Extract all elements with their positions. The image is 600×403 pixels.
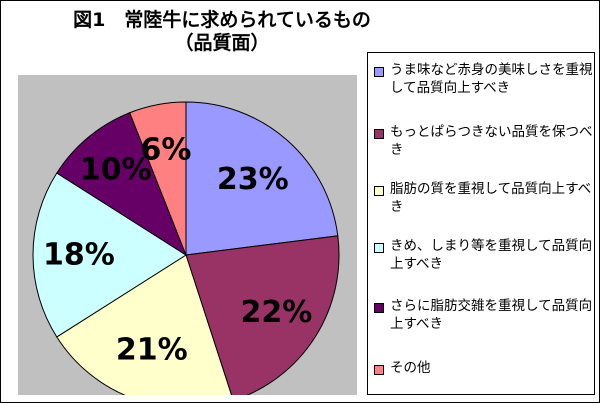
slice-label-1: 22% — [241, 295, 313, 330]
slice-label-4: 10% — [80, 153, 152, 188]
pie-slice-3 — [32, 172, 187, 338]
legend-swatch-akami — [374, 67, 384, 77]
pie-slice-2 — [56, 254, 233, 395]
legend-label-fat-quality: 脂肪の質を重視して品質向上すべき — [390, 181, 592, 215]
legend-swatch-marbling — [374, 303, 384, 313]
chart-title-line1: 図1 常陸牛に求められているもの — [73, 9, 371, 31]
legend: うま味など赤身の美味しさを重視して品質向上すべき もっとぱらつきない品質を保つべ… — [367, 52, 595, 395]
plot-area: 23% 22% 21% 18% 10% 6% — [18, 75, 357, 395]
legend-label-stable-quality: もっとぱらつきない品質を保つべき — [390, 124, 593, 158]
slice-label-5: 6% — [140, 132, 191, 167]
legend-label-marbling: さらに脂肪交雑を重視して品質向上すべき — [390, 298, 593, 332]
slice-label-2: 21% — [116, 333, 188, 368]
chart-title: 図1 常陸牛に求められているもの （品質面） — [7, 9, 437, 55]
slice-label-0: 23% — [217, 162, 289, 197]
pie-slice-1 — [185, 235, 340, 395]
chart-title-line2: （品質面） — [174, 32, 270, 54]
pie-slice-5 — [129, 101, 187, 256]
legend-label-texture: きめ、しまり等を重視して品質向上すべき — [390, 238, 593, 272]
legend-label-other: その他 — [390, 360, 431, 376]
pie-chart: 23% 22% 21% 18% 10%6% — [32, 101, 340, 395]
slice-label-3: 18% — [43, 238, 115, 273]
legend-swatch-other — [374, 365, 384, 375]
legend-swatch-texture — [374, 243, 384, 253]
legend-label-akami: うま味など赤身の美味しさを重視して品質向上すべき — [390, 62, 593, 96]
legend-swatch-fat-quality — [374, 186, 384, 196]
legend-swatch-stable-quality — [374, 129, 384, 139]
pie-slice-4 — [56, 112, 188, 257]
pie-slice-0 — [185, 101, 339, 256]
